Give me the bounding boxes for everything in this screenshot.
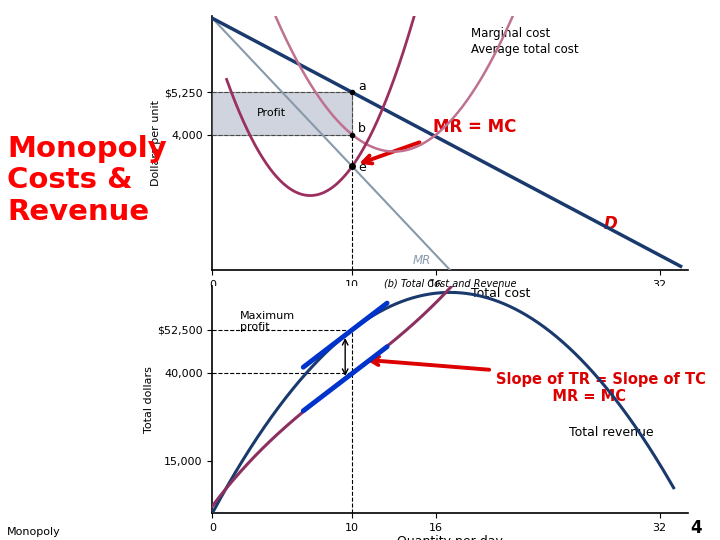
X-axis label: Quantity per day: Quantity per day (397, 536, 503, 540)
Text: (b) Total Cost and Revenue: (b) Total Cost and Revenue (384, 278, 516, 288)
Text: a: a (358, 79, 366, 93)
Text: Total cost: Total cost (471, 287, 531, 300)
Text: Slope of TR = Slope of TC
           MR = MC: Slope of TR = Slope of TC MR = MC (496, 372, 706, 404)
Text: e: e (358, 161, 366, 174)
Y-axis label: Total dollars: Total dollars (144, 366, 154, 433)
Text: b: b (358, 122, 366, 135)
Bar (212, 92, 352, 134)
Text: Monopoly: Monopoly (7, 527, 61, 537)
Text: Profit: Profit (256, 109, 286, 118)
Text: MR: MR (413, 254, 431, 267)
Text: Average total cost: Average total cost (471, 43, 579, 56)
Text: Monopoly
Costs &
Revenue: Monopoly Costs & Revenue (7, 135, 167, 226)
Text: Maximum
profit: Maximum profit (240, 310, 295, 332)
Text: Total revenue: Total revenue (569, 426, 654, 439)
Y-axis label: Dollars per unit: Dollars per unit (151, 100, 161, 186)
Text: MR = MC: MR = MC (433, 118, 517, 136)
Text: 4: 4 (690, 519, 702, 537)
X-axis label: Quantity per day: Quantity per day (397, 293, 503, 306)
Text: D: D (604, 215, 618, 233)
Text: Marginal cost: Marginal cost (471, 26, 550, 39)
